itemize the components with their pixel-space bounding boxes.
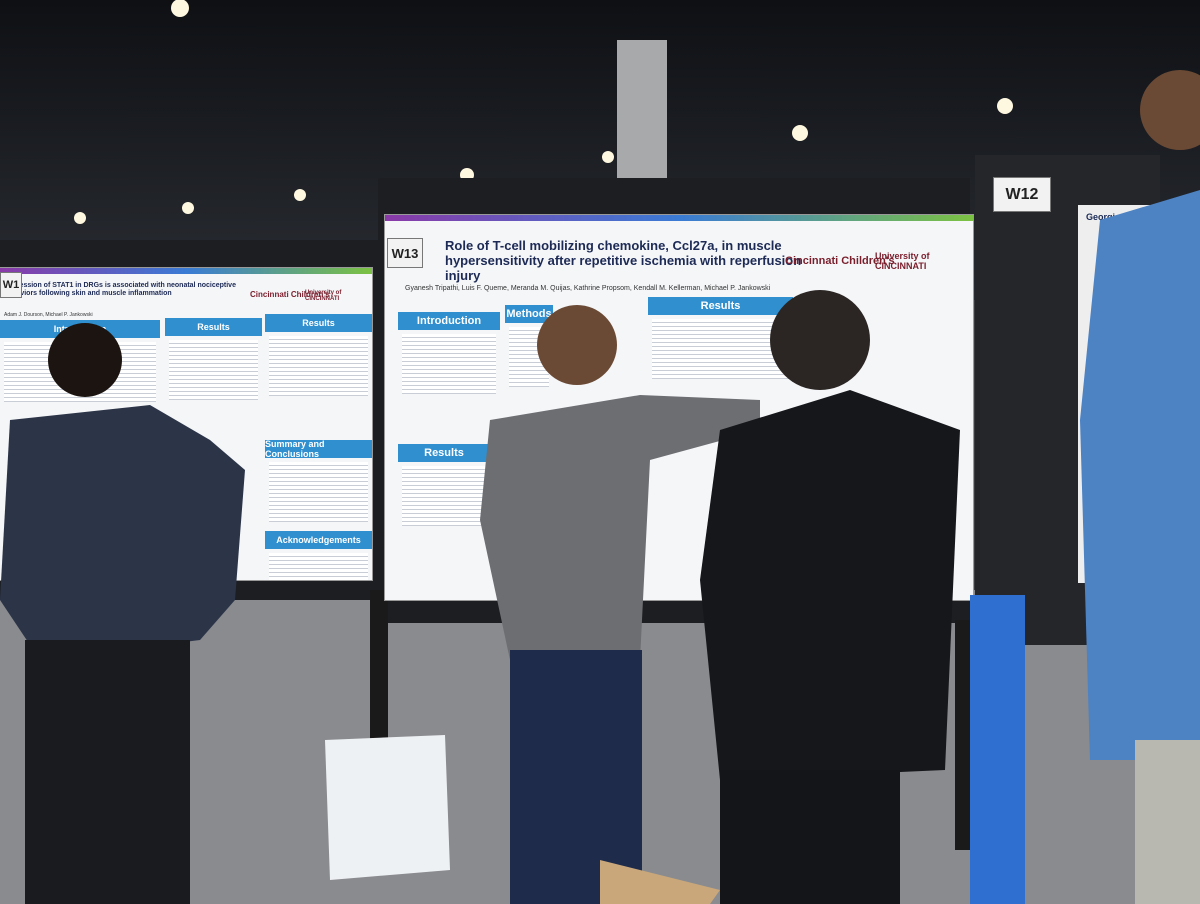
section-body [402,466,486,526]
poster-tube [970,595,1025,904]
section-header: Results [265,314,372,332]
section-body [269,462,368,522]
poster-title: Expression of STAT1 in DRGs is associate… [4,282,236,298]
section-header: Introduction [398,312,500,330]
section-header: Results [165,318,262,336]
board-leg [955,620,973,850]
poster-authors: Gyanesh Tripathi, Luis F. Queme, Meranda… [405,285,771,292]
poster-band [385,215,973,221]
section-header: Methods [505,305,553,323]
section-body [269,336,368,396]
poster-logo: University of CINCINNATI [305,290,342,302]
poster-logo: Cincinnati Children's [250,290,330,299]
section-header: Summary and Conclusions [265,439,372,459]
person-center [480,305,760,904]
booth-sign: W12 [993,177,1051,212]
section-body [169,340,258,400]
booth-sign: W1 [0,272,22,298]
poster-title: Role of T-cell mobilizing chemokine, Ccl… [445,238,802,283]
section-header: Results [398,444,490,462]
poster-logo: Cincinnati Children's [785,255,895,267]
cardboard-tube [600,860,720,904]
section-header: Acknowledgements [265,531,372,549]
poster-authors: Adam J. Dourson, Michael P. Jankowski [4,312,93,318]
board-leg [370,590,388,750]
section-body [269,553,368,580]
person-right [1080,70,1200,904]
section-body [402,334,496,394]
person-suit [700,290,960,904]
booth-sign: W13 [387,238,423,268]
poster-logo: University of CINCINNATI [875,251,930,271]
section-body [652,319,789,379]
section-header: Results [648,297,793,315]
poster-band [0,268,372,274]
tote-bag [325,735,450,880]
person-left [0,323,245,904]
